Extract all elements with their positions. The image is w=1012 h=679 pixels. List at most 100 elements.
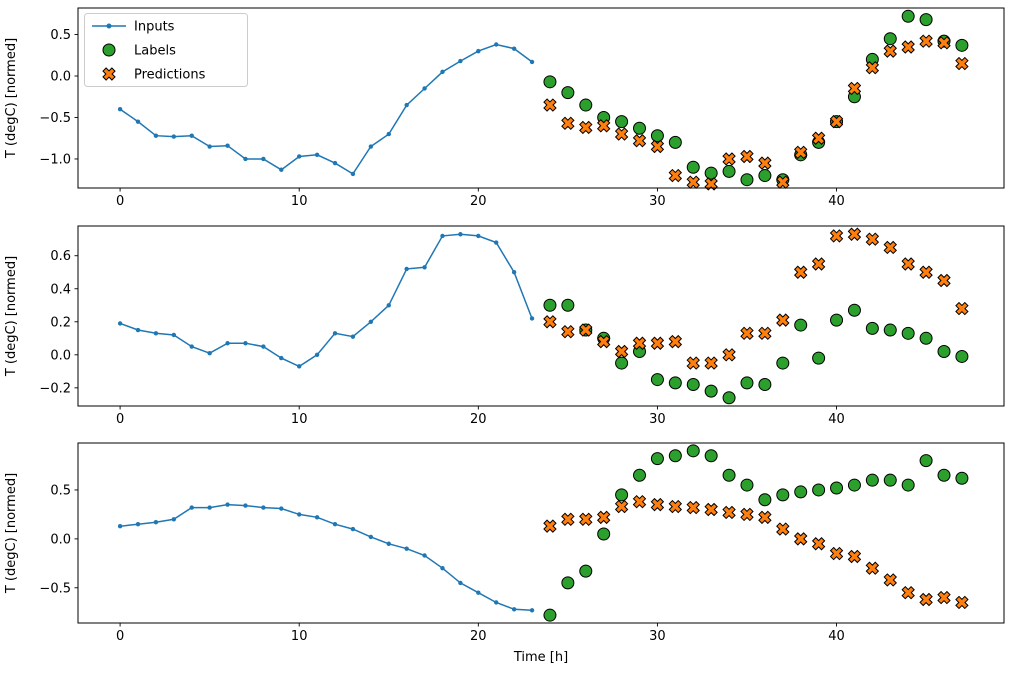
prediction-point-marker (811, 537, 826, 551)
input-point-marker (404, 102, 409, 108)
label-point-marker (615, 488, 629, 502)
label-point-marker (561, 576, 575, 590)
x-tick-label: 10 (291, 412, 308, 427)
subplot-1: 0 10 20 30 40 0.5 0.0 −0.5 −1.0 T (degC) [normed] (4, 7, 1005, 209)
prediction-point-marker (686, 175, 700, 189)
input-point-marker (386, 541, 391, 546)
input-point-marker (494, 240, 499, 245)
input-point-marker (511, 607, 517, 612)
prediction-point-marker (614, 344, 629, 359)
label-point-marker (865, 473, 879, 487)
label-point-marker (597, 527, 611, 541)
prediction-point-marker (937, 590, 951, 605)
input-point-marker (261, 505, 266, 510)
legend-labels-label: Labels (134, 44, 176, 59)
predictions-series (543, 227, 969, 370)
x-tick-label: 30 (649, 194, 666, 209)
label-point-marker (704, 449, 718, 463)
prediction-point-marker (793, 145, 808, 160)
label-point-marker (633, 468, 647, 482)
input-point-marker (404, 546, 409, 551)
label-point-marker (668, 376, 682, 390)
label-point-marker (901, 478, 915, 492)
label-point-marker (812, 483, 826, 497)
input-point-marker (368, 534, 374, 540)
input-point-marker (135, 327, 141, 333)
label-point-marker (776, 488, 790, 502)
input-point-marker (529, 316, 535, 321)
prediction-point-marker (811, 131, 826, 145)
y-tick-label: 0.0 (50, 70, 71, 85)
label-point-marker (543, 75, 557, 89)
x-tick-label: 40 (828, 194, 845, 209)
label-point-marker (812, 351, 826, 365)
label-point-marker (883, 473, 897, 487)
input-point-marker (422, 86, 427, 91)
prediction-point-marker (937, 36, 951, 50)
prediction-point-marker (829, 114, 844, 129)
label-point-marker (543, 608, 557, 622)
prediction-point-marker (829, 229, 844, 243)
label-point-marker (919, 13, 933, 27)
legend: Inputs Labels Predictions (84, 13, 248, 87)
prediction-point-marker (686, 356, 700, 370)
input-point-marker (117, 523, 123, 529)
prediction-point-marker (865, 232, 880, 246)
input-point-marker (153, 331, 159, 336)
label-point-marker (740, 478, 754, 492)
label-point-marker (561, 298, 575, 312)
legend-box (84, 13, 248, 87)
prediction-point-marker (650, 336, 665, 350)
label-point-marker (579, 564, 593, 578)
legend-inputs-marker (106, 23, 112, 29)
input-point-marker (189, 344, 194, 349)
input-point-marker (332, 521, 338, 527)
prediction-point-marker (596, 119, 611, 133)
y-tick-label: −0.5 (39, 111, 71, 126)
prediction-point-marker (865, 61, 880, 75)
inputs-line (119, 233, 533, 368)
input-point-marker (225, 143, 230, 148)
prediction-point-marker (740, 149, 754, 164)
prediction-point-marker (847, 81, 862, 96)
inputs-line (120, 503, 533, 612)
prediction-point-marker (955, 56, 969, 71)
prediction-point-marker (740, 326, 754, 341)
label-point-marker (650, 452, 664, 466)
label-point-marker (919, 331, 933, 345)
y-tick-label: −0.5 (39, 581, 71, 596)
input-point-marker (440, 233, 445, 239)
label-point-marker (650, 373, 664, 387)
input-point-marker (404, 266, 409, 272)
input-point-marker (494, 600, 499, 605)
prediction-point-marker (919, 592, 933, 607)
label-point-marker (955, 471, 969, 485)
input-point-marker (243, 156, 248, 162)
label-point-marker (901, 9, 915, 23)
label-point-marker (955, 38, 969, 52)
prediction-point-marker (561, 324, 575, 339)
prediction-point-marker (561, 116, 575, 131)
x-tick-label: 30 (649, 412, 666, 427)
prediction-point-marker (686, 500, 700, 515)
y-tick-label: −1.0 (39, 152, 71, 167)
prediction-point-marker (668, 334, 683, 349)
predictions-series (543, 34, 969, 191)
label-point-marker (615, 115, 629, 129)
input-point-marker (297, 364, 302, 369)
label-point-marker (758, 493, 772, 507)
prediction-point-marker (955, 301, 969, 316)
input-point-marker (171, 134, 177, 139)
input-point-marker (422, 265, 427, 270)
input-point-marker (225, 341, 230, 346)
input-point-marker (314, 152, 320, 158)
x-tick-label: 0 (116, 629, 124, 644)
label-point-marker (668, 449, 682, 463)
axes-frame (77, 442, 1005, 624)
prediction-point-marker (632, 134, 647, 148)
label-point-marker (794, 318, 808, 332)
label-point-marker (901, 326, 915, 340)
label-point-marker (830, 313, 844, 327)
prediction-point-marker (901, 257, 915, 271)
